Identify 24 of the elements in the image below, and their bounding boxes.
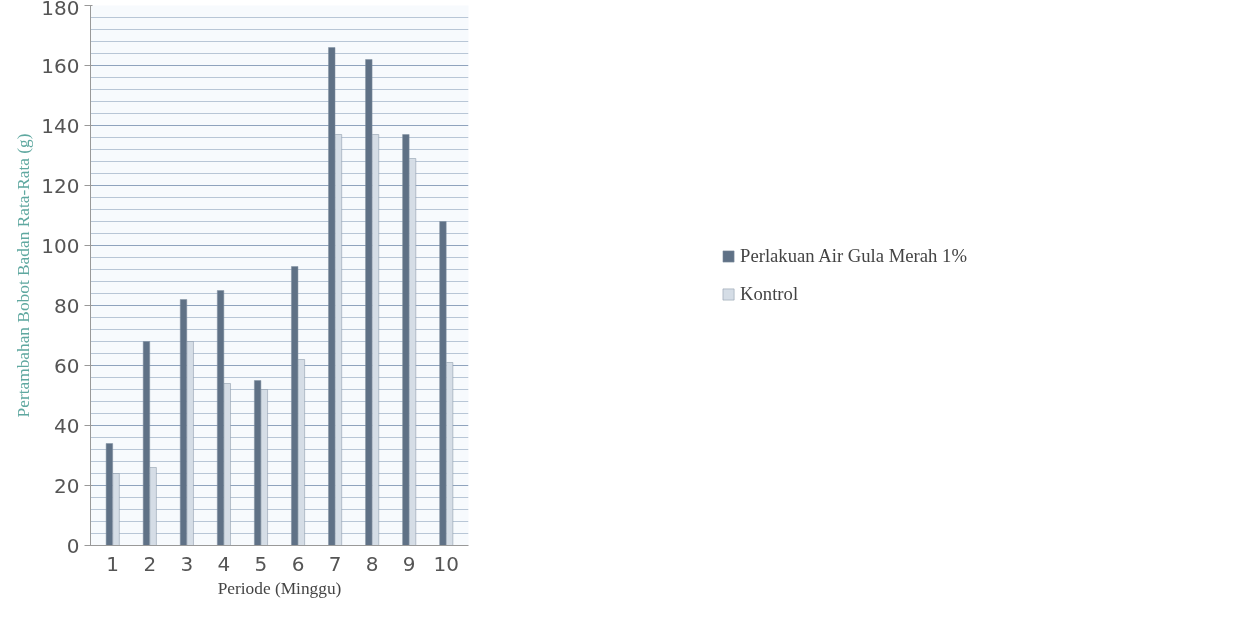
legend-label: Kontrol (740, 283, 799, 305)
x-axis-title: Periode (Minggu) (217, 578, 342, 598)
y-axis-title: Pertambahan Bobot Badan Rata-Rata (g) (14, 133, 34, 418)
x-tick-label: 9 (402, 551, 416, 576)
x-tick-label: 8 (365, 551, 379, 576)
y-tick-label: 160 (41, 53, 80, 78)
y-tick-label: 20 (54, 473, 80, 498)
x-tick-label: 1 (106, 551, 120, 576)
y-tick-label: 180 (41, 0, 80, 20)
x-tick-label: 7 (328, 551, 342, 576)
x-tick-label: 6 (291, 551, 305, 576)
legend-label: Perlakuan Air Gula Merah 1% (740, 245, 967, 267)
x-tick-label: 3 (180, 551, 194, 576)
x-tick-label: 2 (143, 551, 157, 576)
x-tick-label: 4 (217, 551, 231, 576)
y-tick-label: 40 (54, 413, 80, 438)
y-tick-label: 0 (66, 533, 80, 558)
y-tick-label: 100 (41, 233, 80, 258)
y-tick-label: 120 (41, 173, 80, 198)
y-tick-label: 60 (54, 353, 80, 378)
y-tick-label: 140 (41, 113, 80, 138)
y-tick-label: 80 (54, 293, 80, 318)
x-tick-label: 5 (254, 551, 268, 576)
x-tick-label: 10 (433, 551, 459, 576)
